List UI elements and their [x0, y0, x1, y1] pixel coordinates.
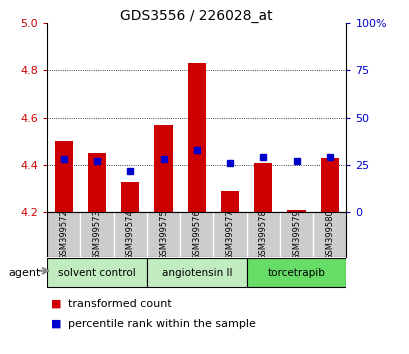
Text: GSM399577: GSM399577: [225, 209, 234, 260]
Bar: [47, 258, 146, 287]
Text: torcetrapib: torcetrapib: [267, 268, 325, 278]
Text: angiotensin II: angiotensin II: [161, 268, 231, 278]
Text: GSM399579: GSM399579: [291, 209, 300, 260]
Bar: [154, 125, 172, 212]
Bar: [220, 191, 238, 212]
Text: GSM399574: GSM399574: [126, 209, 135, 260]
Text: agent: agent: [8, 268, 40, 278]
Text: ■: ■: [51, 319, 62, 329]
Bar: [187, 63, 205, 212]
Text: GDS3556 / 226028_at: GDS3556 / 226028_at: [120, 9, 272, 23]
Text: GSM399576: GSM399576: [192, 209, 201, 260]
Bar: [54, 141, 73, 212]
Text: GSM399580: GSM399580: [324, 209, 333, 260]
Text: GSM399575: GSM399575: [159, 209, 168, 260]
Bar: [88, 153, 106, 212]
Bar: [320, 158, 338, 212]
Text: GSM399578: GSM399578: [258, 209, 267, 260]
Text: ■: ■: [51, 299, 62, 309]
Text: percentile rank within the sample: percentile rank within the sample: [67, 319, 255, 329]
Text: transformed count: transformed count: [67, 299, 171, 309]
Text: GSM399572: GSM399572: [59, 209, 68, 260]
Text: solvent control: solvent control: [58, 268, 135, 278]
Bar: [146, 258, 246, 287]
Text: GSM399573: GSM399573: [92, 209, 101, 260]
Bar: [287, 210, 305, 212]
Bar: [246, 258, 346, 287]
Bar: [254, 163, 272, 212]
Bar: [121, 182, 139, 212]
